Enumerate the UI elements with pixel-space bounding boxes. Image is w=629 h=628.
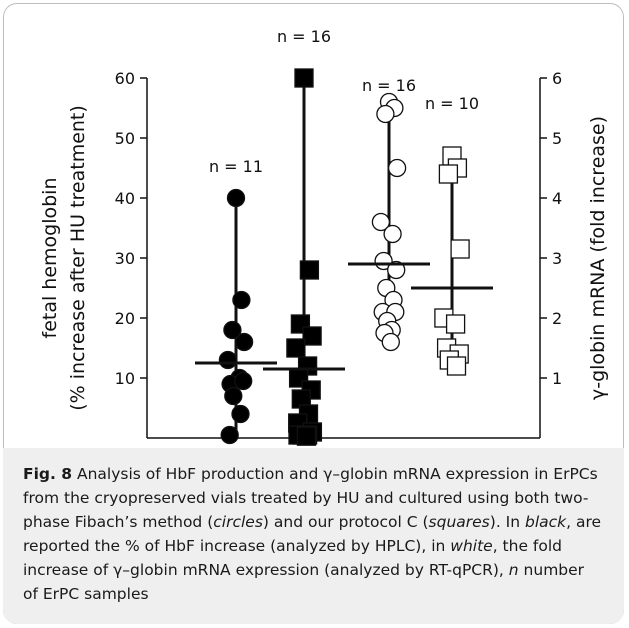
data-point-circle bbox=[232, 290, 251, 310]
data-point-square bbox=[299, 260, 320, 280]
data-point-circle bbox=[220, 425, 239, 445]
data-point-circle bbox=[387, 260, 406, 280]
caption-segment: ) and our protocol C ( bbox=[262, 513, 429, 531]
chart-axes: 10 20 30 40 50 60 1 2 3 4 5 6 fetal hemoglobin (% inc… bbox=[39, 69, 609, 439]
n-label: n = 10 bbox=[425, 94, 479, 113]
n-label: n = 11 bbox=[209, 157, 263, 176]
caption-text: Analysis of HbF production and γ–globin … bbox=[23, 465, 601, 603]
left-axis-title-line: (% increase after HU treatment) bbox=[67, 105, 89, 411]
left-axis-title: fetal hemoglobin (% increase after HU tre… bbox=[39, 105, 89, 411]
right-tick-label: 1 bbox=[552, 369, 562, 388]
data-point-circle bbox=[234, 371, 253, 391]
left-tick-label: 50 bbox=[115, 129, 135, 148]
figure-caption: Fig. 8 Analysis of HbF production and γ–… bbox=[3, 448, 624, 624]
caption-segment: ). In bbox=[489, 513, 525, 531]
caption-segment: , are reported the % of HbF increase (an… bbox=[23, 513, 602, 555]
right-tick-label: 5 bbox=[552, 129, 562, 148]
caption-segment: black bbox=[525, 513, 567, 531]
data-point-circle bbox=[234, 332, 254, 352]
right-tick-label: 2 bbox=[552, 309, 562, 328]
data-point-circle bbox=[231, 404, 250, 424]
n-label: n = 16 bbox=[362, 76, 416, 95]
data-point-circle bbox=[226, 188, 246, 208]
data-point-circle bbox=[223, 320, 242, 340]
n-label: n = 16 bbox=[277, 27, 331, 46]
data-point-circle bbox=[371, 212, 391, 232]
data-point-circle bbox=[376, 104, 395, 124]
group-mrna-squares: n = 10 bbox=[411, 94, 493, 376]
left-tick-label: 20 bbox=[115, 309, 135, 328]
data-point-square bbox=[446, 356, 467, 376]
caption-segment: white bbox=[450, 537, 493, 555]
left-tick-label: 10 bbox=[115, 369, 135, 388]
right-tick-label: 6 bbox=[552, 69, 562, 88]
chart-marks: n = 11 n = 16 n = 16 n = 10 bbox=[195, 27, 493, 446]
data-point-square bbox=[294, 68, 314, 88]
right-tick-label: 4 bbox=[552, 189, 562, 208]
data-point-square bbox=[286, 338, 306, 358]
data-point-circle bbox=[218, 350, 238, 370]
caption-segment: n bbox=[508, 561, 519, 579]
data-point-circle bbox=[224, 386, 243, 406]
data-point-square bbox=[438, 164, 459, 184]
left-tick-label: 60 bbox=[115, 69, 135, 88]
right-axis-title: γ-globin mRNA (fold increase) bbox=[587, 116, 609, 400]
data-point-circle bbox=[383, 224, 402, 244]
data-point-square bbox=[445, 314, 466, 334]
left-axis-title-line: fetal hemoglobin bbox=[39, 178, 61, 339]
group-hbf-squares: n = 16 bbox=[263, 27, 345, 446]
group-mrna-circles: n = 16 bbox=[348, 76, 430, 352]
right-tick-label: 3 bbox=[552, 249, 562, 268]
caption-segment: Analysis of HbF production and γ–globin … bbox=[23, 465, 598, 531]
data-point-circle bbox=[387, 158, 407, 178]
left-tick-label: 30 bbox=[115, 249, 135, 268]
group-hbf-circles: n = 11 bbox=[195, 157, 277, 445]
figure-label: Fig. 8 bbox=[23, 465, 73, 483]
caption-segment: circles bbox=[213, 513, 263, 531]
data-point-circle bbox=[381, 332, 400, 352]
data-point-square bbox=[450, 239, 470, 259]
caption-segment: squares bbox=[428, 513, 490, 531]
left-tick-label: 40 bbox=[115, 189, 135, 208]
caption-segment: number of ErPC samples bbox=[23, 561, 585, 603]
data-point-square bbox=[296, 426, 317, 446]
data-point-square bbox=[302, 326, 322, 346]
caption-segment: , the fold increase of γ–globin mRNA exp… bbox=[23, 537, 562, 579]
